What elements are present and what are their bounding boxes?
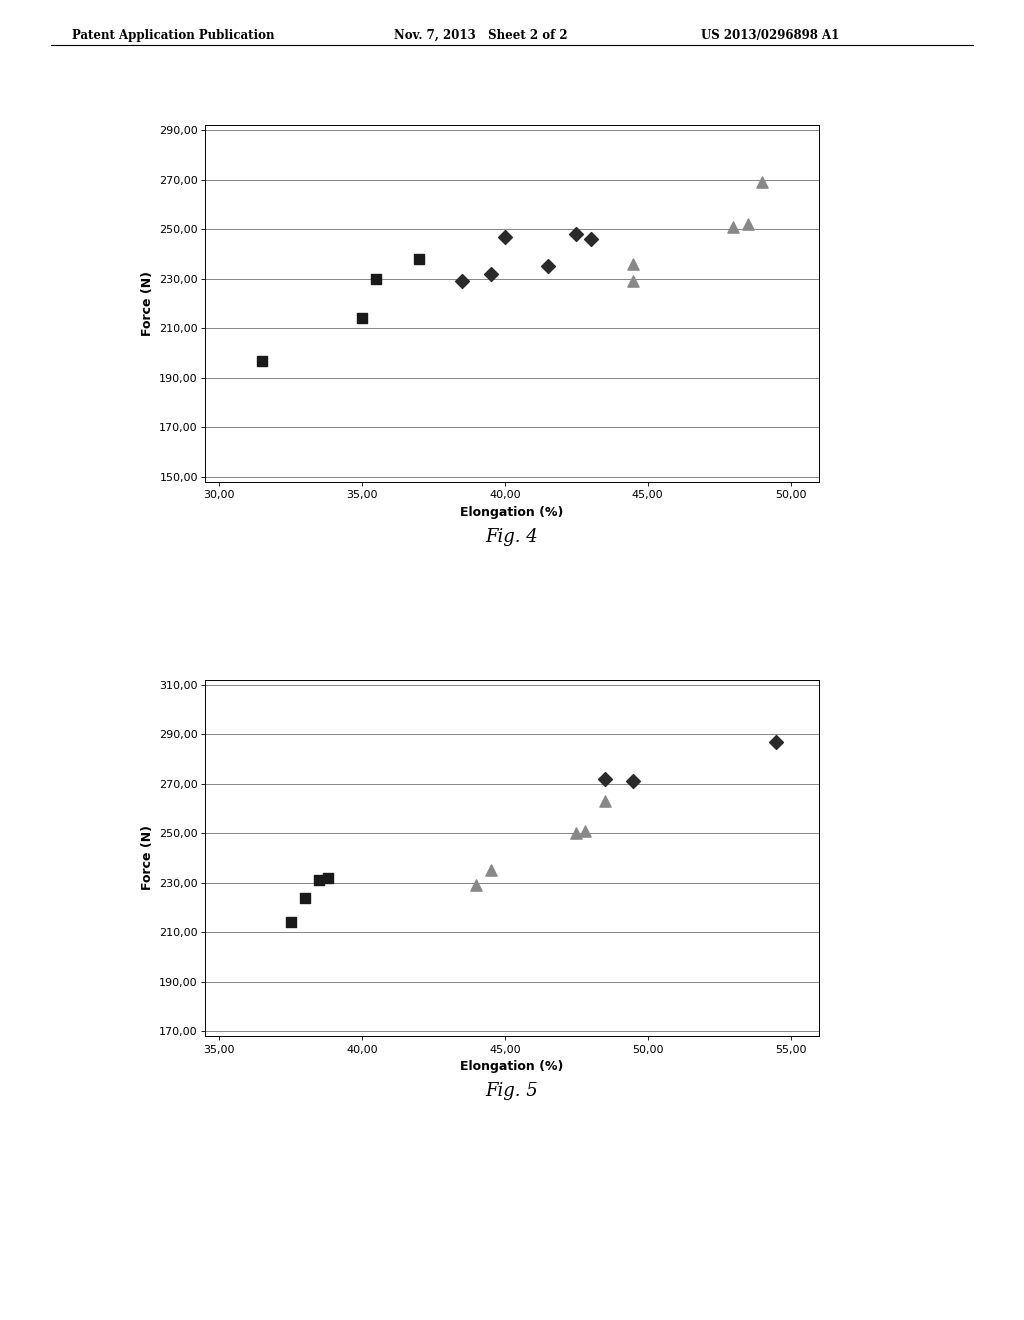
Point xyxy=(568,822,585,843)
Point xyxy=(254,350,270,371)
Point xyxy=(626,771,642,792)
Point xyxy=(353,308,370,329)
Point xyxy=(319,867,336,888)
Y-axis label: Force (N): Force (N) xyxy=(140,271,154,337)
Point xyxy=(482,859,499,880)
Point xyxy=(297,887,313,908)
Text: Nov. 7, 2013   Sheet 2 of 2: Nov. 7, 2013 Sheet 2 of 2 xyxy=(394,29,568,42)
Point xyxy=(583,228,599,249)
Point xyxy=(577,820,593,841)
Point xyxy=(482,263,499,284)
Point xyxy=(626,271,642,292)
Point xyxy=(597,768,613,789)
Point xyxy=(368,268,384,289)
Point xyxy=(725,216,741,238)
Point xyxy=(454,271,470,292)
Point xyxy=(311,870,328,891)
Point xyxy=(626,253,642,275)
Text: Patent Application Publication: Patent Application Publication xyxy=(72,29,274,42)
Point xyxy=(411,248,427,269)
Point xyxy=(754,172,770,193)
Point xyxy=(283,912,299,933)
X-axis label: Elongation (%): Elongation (%) xyxy=(461,506,563,519)
Point xyxy=(497,226,513,247)
Point xyxy=(568,223,585,244)
Point xyxy=(468,875,484,896)
Text: Fig. 4: Fig. 4 xyxy=(485,528,539,546)
X-axis label: Elongation (%): Elongation (%) xyxy=(461,1060,563,1073)
Y-axis label: Force (N): Force (N) xyxy=(140,825,154,891)
Point xyxy=(739,214,756,235)
Text: US 2013/0296898 A1: US 2013/0296898 A1 xyxy=(701,29,840,42)
Text: Fig. 5: Fig. 5 xyxy=(485,1082,539,1101)
Point xyxy=(540,256,556,277)
Point xyxy=(597,791,613,812)
Point xyxy=(768,731,784,752)
